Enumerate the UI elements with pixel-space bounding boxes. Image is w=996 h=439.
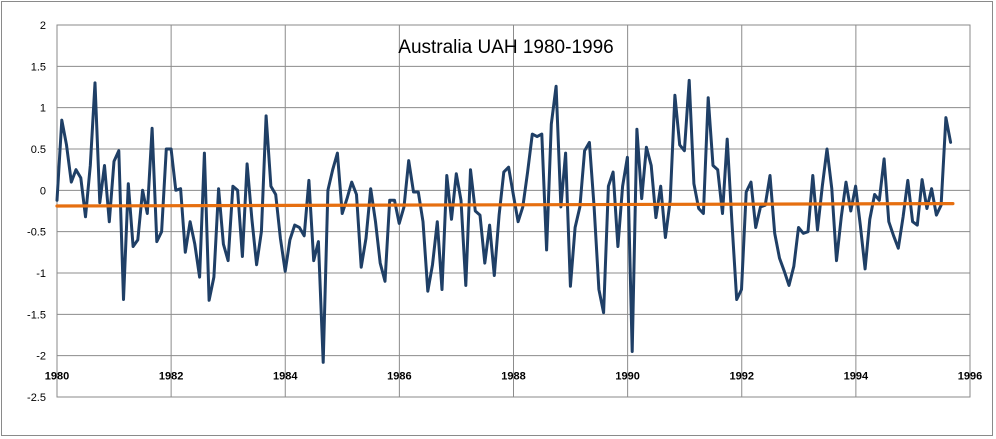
x-tick-label: 1982 (159, 371, 183, 383)
y-tick-label: -0.5 (27, 227, 46, 239)
chart-title: Australia UAH 1980-1996 (398, 37, 613, 58)
x-tick-label: 1984 (273, 371, 298, 383)
y-tick-label: 1 (40, 103, 46, 115)
y-tick-label: 2 (40, 20, 46, 32)
y-axis-ticks: 2 1.5 1 0.5 0 -0.5 -1 -1.5 -2 -2.5 (27, 20, 46, 404)
x-axis-ticks: 1980 1982 1984 1986 1988 1990 1992 1994 1996 (45, 371, 982, 383)
plot-area-border (56, 24, 971, 398)
x-tick-label: 1986 (387, 371, 411, 383)
y-tick-label: 0.5 (31, 144, 46, 156)
x-tick-label: 1992 (730, 371, 754, 383)
y-tick-label: -1 (36, 268, 46, 280)
y-tick-label: -2.5 (27, 392, 46, 404)
x-tick-label: 1996 (958, 371, 982, 383)
y-tick-label: -1.5 (27, 309, 46, 321)
series-layer (55, 78, 955, 364)
x-tick-label: 1990 (615, 371, 639, 383)
series-line-anomaly (55, 78, 953, 364)
x-tick-label: 1994 (844, 371, 869, 383)
y-tick-label: 0 (40, 185, 46, 197)
y-tick-label: 1.5 (31, 61, 46, 73)
y-tick-label: -2 (36, 351, 46, 363)
series-line-trend (55, 202, 955, 208)
x-tick-label: 1980 (45, 371, 69, 383)
x-tick-label: 1988 (501, 371, 525, 383)
